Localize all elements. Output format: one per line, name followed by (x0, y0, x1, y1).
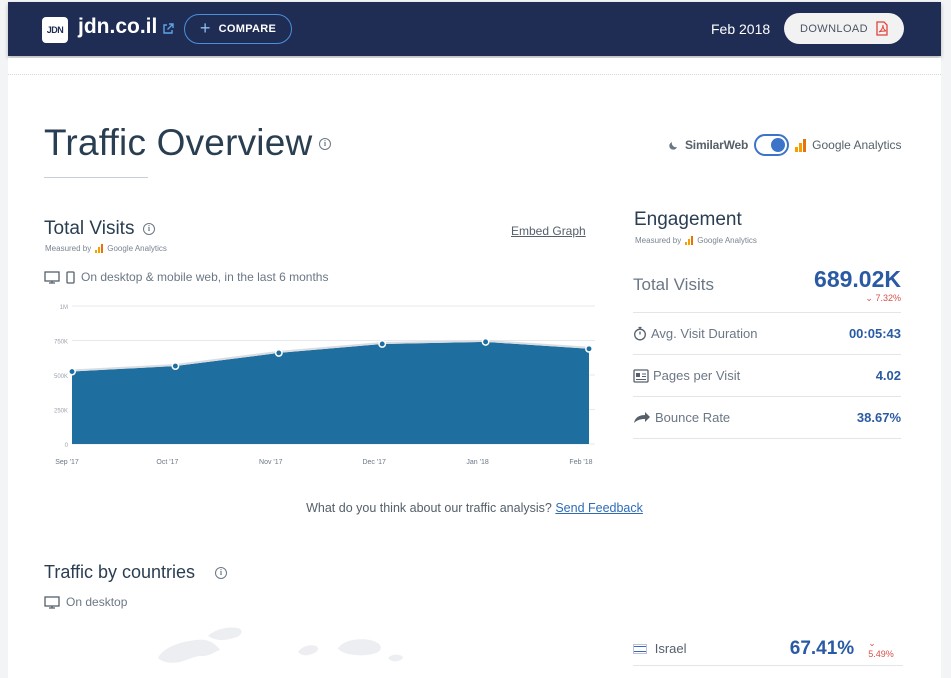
pages-icon (633, 368, 649, 383)
similarweb-logo-icon (669, 141, 677, 150)
y-tick-label: 0 (65, 443, 69, 449)
avg-visit-duration-label: Avg. Visit Duration (651, 326, 758, 341)
compare-button-label: COMPARE (218, 23, 277, 35)
google-analytics-label[interactable]: Google Analytics (812, 138, 902, 152)
chevron-down-icon: ⌄ (868, 638, 876, 648)
external-link-icon[interactable] (162, 23, 174, 35)
country-share: 67.41% (789, 637, 855, 659)
chevron-down-icon: ⌄ (865, 292, 873, 303)
y-tick-label: 750K (54, 340, 68, 346)
feedback-prompt: What do you think about our traffic anal… (8, 501, 941, 515)
title-underline (44, 177, 148, 178)
country-row[interactable]: Israel 67.41% ⌄ 5.49% (633, 632, 903, 666)
x-tick-label: Dec '17 (362, 459, 386, 466)
plus-icon: + (199, 17, 211, 38)
engagement-title: Engagement (634, 209, 742, 230)
avg-visit-duration-row: Avg. Visit Duration 00:05:43 (633, 313, 901, 355)
send-feedback-link[interactable]: Send Feedback (555, 501, 643, 515)
switch-knob (771, 138, 786, 152)
area-outline (71, 339, 590, 372)
google-analytics-icon (95, 244, 104, 253)
avg-visit-duration-value: 00:05:43 (848, 326, 901, 341)
total-visits-change: ⌄ 7.32% (814, 293, 901, 304)
embed-graph-link[interactable]: Embed Graph (511, 224, 586, 238)
mobile-icon (66, 270, 75, 284)
data-point (171, 362, 180, 370)
bounce-rate-label: Bounce Rate (655, 410, 731, 425)
x-tick-label: Sep '17 (55, 459, 79, 466)
measured-by: Measured by Google Analytics (635, 236, 757, 245)
download-button[interactable]: DOWNLOAD (784, 13, 904, 44)
info-icon[interactable]: i (143, 223, 155, 235)
avg-visit-duration-label-wrap: Avg. Visit Duration (633, 326, 757, 341)
date-selector[interactable]: Feb 2018 (711, 21, 771, 37)
main-card: Traffic Overview i SimilarWeb Google Ana… (8, 58, 941, 678)
bounce-rate-value: 38.67% (856, 410, 901, 425)
data-point (378, 340, 387, 348)
country-change-value: 5.49% (868, 649, 894, 659)
source-switch[interactable] (754, 134, 790, 156)
engagement-total-visits-row: Total Visits 689.02K ⌄ 7.32% (633, 257, 901, 313)
info-icon[interactable]: i (319, 138, 331, 150)
stopwatch-icon (634, 326, 646, 341)
desktop-icon (44, 270, 60, 284)
data-point (274, 348, 283, 357)
feedback-question: What do you think about our traffic anal… (306, 501, 552, 515)
y-tick-label: 500K (54, 374, 68, 380)
countries-device-note: On desktop (44, 595, 127, 609)
header-bar: JDN jdn.co.il + COMPARE Feb 2018 DOWNLOA… (8, 2, 941, 56)
pages-per-visit-label-wrap: Pages per Visit (633, 368, 740, 383)
bounce-rate-row: Bounce Rate 38.67% (633, 397, 901, 439)
y-tick-label: 1M (60, 305, 68, 311)
israel-flag-icon (633, 643, 647, 654)
x-tick-label: Jan '18 (466, 459, 488, 466)
country-change: ⌄ 5.49% (868, 638, 903, 659)
area-series (72, 341, 589, 444)
site-name[interactable]: jdn.co.il (78, 15, 158, 38)
device-note-text: On desktop & mobile web, in the last 6 m… (81, 270, 329, 284)
measured-by-source: Google Analytics (697, 236, 757, 245)
total-visits-change-value: 7.32% (875, 292, 901, 303)
world-map[interactable] (138, 618, 438, 678)
total-visits-chart[interactable]: 0 250K 500K 750K 1M Sep '17 Oct '17 Nov '17 Dec … (38, 296, 598, 471)
info-icon[interactable]: i (215, 567, 227, 579)
measured-by-label: Measured by (635, 236, 682, 245)
pages-per-visit-label: Pages per Visit (653, 368, 741, 383)
site-logo: JDN (42, 17, 68, 43)
bounce-rate-label-wrap: Bounce Rate (633, 410, 730, 425)
x-tick-label: Feb '18 (569, 459, 592, 466)
data-point (585, 344, 593, 353)
engagement-total-visits-label: Total Visits (633, 274, 714, 294)
google-analytics-icon (685, 236, 694, 245)
compare-button[interactable]: + COMPARE (184, 14, 292, 44)
pages-per-visit-value: 4.02 (875, 368, 901, 383)
data-point (68, 367, 76, 376)
y-tick-label: 250K (54, 409, 68, 415)
page-title: Traffic Overview (44, 122, 313, 163)
data-point (481, 337, 490, 346)
desktop-icon (44, 595, 60, 609)
total-visits-title: Total Visits (44, 218, 135, 239)
x-tick-label: Oct '17 (156, 459, 178, 466)
measured-by-label: Measured by (45, 244, 92, 253)
x-tick-label: Nov '17 (259, 459, 283, 466)
bounce-arrow-icon (634, 412, 650, 423)
pages-per-visit-row: Pages per Visit 4.02 (633, 355, 901, 397)
countries-device-note-text: On desktop (66, 595, 128, 609)
similarweb-label[interactable]: SimilarWeb (685, 138, 749, 152)
measured-by-source: Google Analytics (107, 244, 167, 253)
measured-by: Measured by Google Analytics (45, 244, 167, 253)
country-name: Israel (654, 641, 687, 656)
download-button-label: DOWNLOAD (800, 22, 868, 35)
google-analytics-icon (795, 138, 807, 152)
divider (8, 74, 941, 75)
engagement-total-visits-value: 689.02K (814, 265, 901, 292)
pdf-icon (876, 21, 888, 36)
traffic-by-countries-title: Traffic by countries (44, 562, 196, 582)
device-note: On desktop & mobile web, in the last 6 m… (44, 270, 328, 284)
data-source-toggle[interactable]: SimilarWeb Google Analytics (668, 134, 902, 156)
